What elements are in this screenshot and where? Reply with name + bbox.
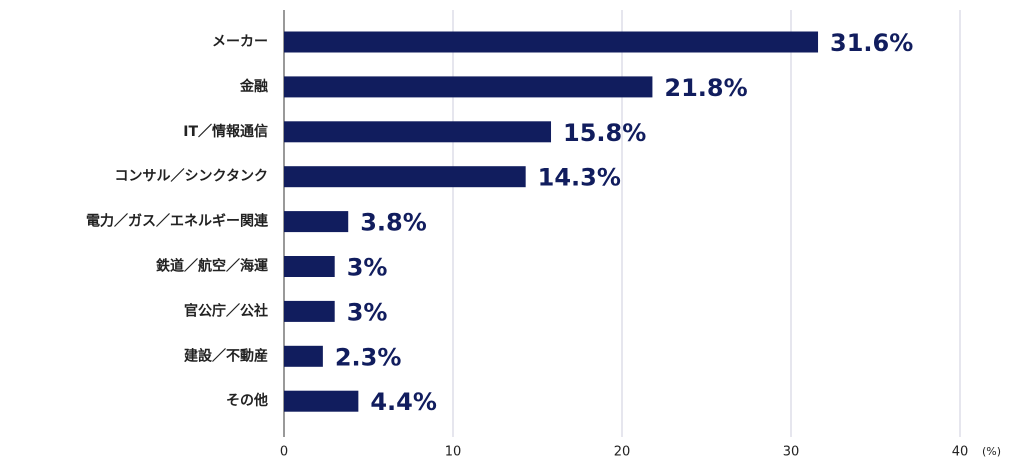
x-tick-label: 0 [280, 445, 288, 460]
bar [284, 76, 653, 98]
bar [284, 300, 335, 322]
data-label: 3% [347, 298, 388, 326]
data-label: 3.8% [360, 209, 427, 237]
x-tick-label: 40 [952, 445, 969, 460]
x-axis-unit: (%) [982, 445, 1001, 458]
bar [284, 121, 552, 143]
bar [284, 166, 526, 188]
data-label: 15.8% [563, 119, 646, 147]
x-tick-label: 30 [783, 445, 800, 460]
x-tick-label: 20 [614, 445, 631, 460]
y-tick-label: その他 [226, 392, 268, 409]
bar [284, 256, 335, 277]
bar [284, 390, 359, 412]
data-label: 4.4% [370, 388, 437, 416]
data-label: 2.3% [335, 343, 402, 371]
bar [284, 31, 819, 53]
bar [284, 345, 323, 367]
bar [284, 211, 349, 233]
y-tick-label: コンサル／シンクタンク [115, 169, 268, 185]
y-tick-label: 電力／ガス／エネルギー関連 [86, 213, 269, 230]
data-label: 31.6% [830, 29, 913, 57]
data-label: 14.3% [538, 164, 621, 192]
y-tick-label: 鉄道／航空／海運 [156, 258, 269, 275]
y-tick-label: 官公庁／公社 [184, 302, 268, 319]
x-tick-label: 10 [445, 445, 462, 460]
y-tick-label: メーカー [212, 34, 268, 50]
y-tick-label: 建設／不動産 [184, 347, 268, 364]
y-tick-label: IT／情報通信 [183, 123, 268, 140]
data-label: 21.8% [664, 74, 747, 102]
data-label: 3% [347, 254, 388, 282]
y-tick-label: 金融 [239, 78, 268, 95]
